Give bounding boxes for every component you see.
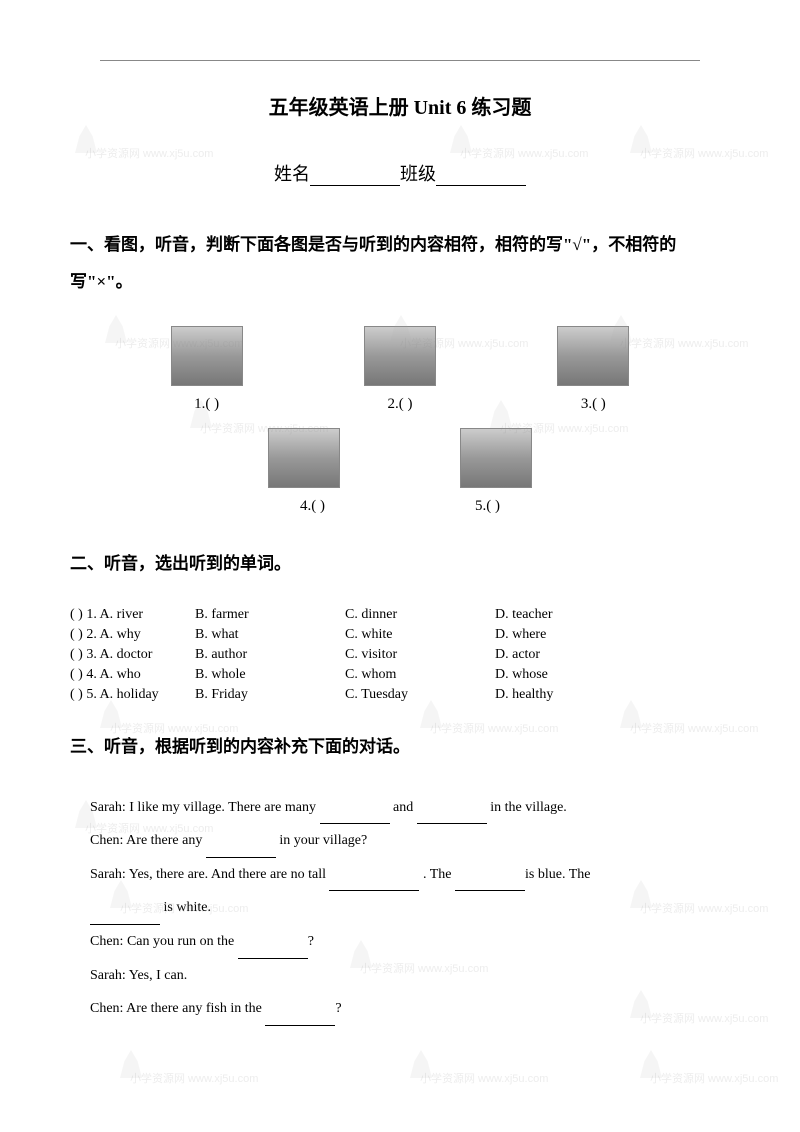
labels-row-1: 1.( ) 2.( ) 3.( ) (70, 396, 730, 413)
item-3-label[interactable]: 3.( ) (581, 396, 606, 413)
item-5-label[interactable]: 5.( ) (475, 498, 500, 515)
image-4 (268, 428, 340, 488)
blank-3[interactable] (206, 844, 276, 858)
page-title: 五年级英语上册 Unit 6 练习题 (70, 91, 730, 120)
watermark-icon (75, 125, 97, 153)
mc-3-b: B. author (195, 647, 345, 663)
mc-2-b: B. what (195, 627, 345, 643)
watermark-icon (630, 125, 652, 153)
mc-1-b: B. farmer (195, 607, 345, 623)
mc-5-c: C. Tuesday (345, 687, 495, 703)
blank-7[interactable] (238, 945, 308, 959)
watermark-text: 小学资源网 www.xj5u.com (130, 1070, 258, 1086)
mc-5-a: ( ) 5. A. holiday (70, 687, 195, 703)
mc-2-a: ( ) 2. A. why (70, 627, 195, 643)
item-2-label[interactable]: 2.( ) (387, 396, 412, 413)
watermark-text: 小学资源网 www.xj5u.com (460, 145, 588, 161)
dialogue-line-3: Sarah: Yes, there are. And there are no … (90, 858, 730, 892)
name-class-line: 姓名 班级 (70, 160, 730, 186)
watermark-text: 小学资源网 www.xj5u.com (85, 145, 213, 161)
mc-row-2[interactable]: ( ) 2. A. why B. what C. white D. where (70, 627, 730, 643)
section1-header: 一、看图，听音，判断下面各图是否与听到的内容相符，相符的写"√"，不相符的写"×… (70, 226, 730, 301)
blank-2[interactable] (417, 810, 487, 824)
image-5 (460, 428, 532, 488)
watermark-icon (450, 125, 472, 153)
mc-3-c: C. visitor (345, 647, 495, 663)
class-blank[interactable] (436, 168, 526, 186)
mc-1-c: C. dinner (345, 607, 495, 623)
name-label: 姓名 (274, 164, 310, 184)
dialogue-line-5: Chen: Can you run on the ? (90, 925, 730, 959)
dialogue-line-1: Sarah: I like my village. There are many… (90, 791, 730, 825)
watermark-text: 小学资源网 www.xj5u.com (650, 1070, 778, 1086)
blank-1[interactable] (320, 810, 390, 824)
name-blank[interactable] (310, 168, 400, 186)
watermark-icon (410, 1050, 432, 1078)
mc-1-d: D. teacher (495, 607, 645, 623)
mc-4-b: B. whole (195, 667, 345, 683)
watermark-icon (100, 700, 122, 728)
mc-list: ( ) 1. A. river B. farmer C. dinner D. t… (70, 607, 730, 703)
watermark-icon (120, 1050, 142, 1078)
blank-5[interactable] (455, 877, 525, 891)
watermark-icon (420, 700, 442, 728)
mc-4-d: D. whose (495, 667, 645, 683)
dialogue: Sarah: I like my village. There are many… (70, 791, 730, 1026)
section3-header: 三、听音，根据听到的内容补充下面的对话。 (70, 728, 730, 765)
watermark-text: 小学资源网 www.xj5u.com (420, 1070, 548, 1086)
dialogue-line-6: Sarah: Yes, I can. (90, 959, 730, 993)
blank-6[interactable] (90, 911, 160, 925)
class-label: 班级 (400, 164, 436, 184)
mc-4-a: ( ) 4. A. who (70, 667, 195, 683)
mc-5-b: B. Friday (195, 687, 345, 703)
mc-2-d: D. where (495, 627, 645, 643)
item-4-label[interactable]: 4.( ) (300, 498, 325, 515)
images-row-2 (70, 428, 730, 488)
labels-row-2: 4.( ) 5.( ) (70, 498, 730, 515)
mc-2-c: C. white (345, 627, 495, 643)
mc-4-c: C. whom (345, 667, 495, 683)
mc-row-4[interactable]: ( ) 4. A. who B. whole C. whom D. whose (70, 667, 730, 683)
mc-3-d: D. actor (495, 647, 645, 663)
mc-row-3[interactable]: ( ) 3. A. doctor B. author C. visitor D.… (70, 647, 730, 663)
header-rule (100, 60, 700, 61)
mc-row-1[interactable]: ( ) 1. A. river B. farmer C. dinner D. t… (70, 607, 730, 623)
watermark-icon (640, 1050, 662, 1078)
image-1 (171, 326, 243, 386)
dialogue-line-2: Chen: Are there any in your village? (90, 824, 730, 858)
blank-8[interactable] (265, 1012, 335, 1026)
mc-3-a: ( ) 3. A. doctor (70, 647, 195, 663)
blank-4[interactable] (329, 877, 419, 891)
watermark-icon (620, 700, 642, 728)
watermark-text: 小学资源网 www.xj5u.com (640, 145, 768, 161)
mc-1-a: ( ) 1. A. river (70, 607, 195, 623)
mc-5-d: D. healthy (495, 687, 645, 703)
section2-header: 二、听音，选出听到的单词。 (70, 545, 730, 582)
